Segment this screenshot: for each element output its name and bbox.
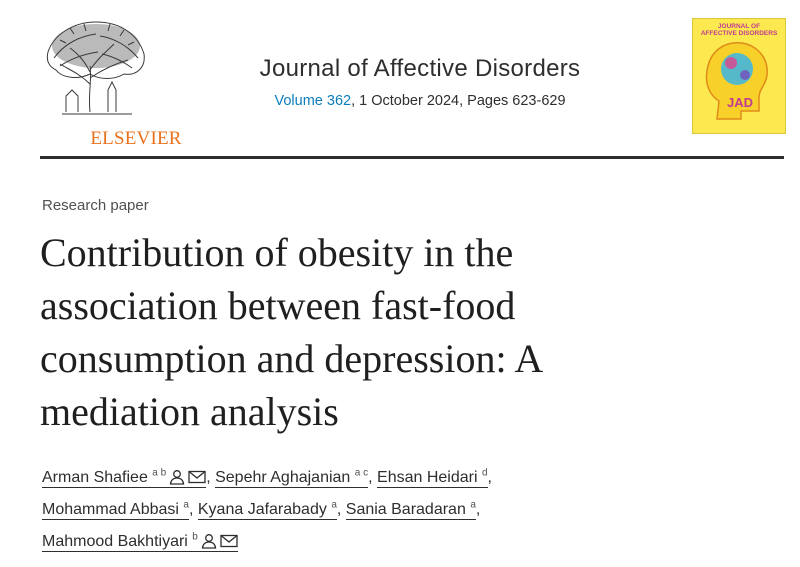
cover-logo: JAD — [727, 95, 753, 110]
elsevier-logo[interactable]: ELSEVIER — [40, 14, 181, 149]
author-affiliation: a c — [354, 467, 369, 479]
issue-line: Volume 362, 1 October 2024, Pages 623-62… — [180, 93, 660, 109]
author-affiliation: d — [481, 467, 488, 479]
volume-link[interactable]: Volume 362 — [274, 93, 352, 109]
title-line: consumption and depression: A — [40, 336, 544, 381]
author-name: Mahmood Bakhtiyari — [42, 533, 188, 550]
author-link[interactable]: Sania Baradaran a — [345, 499, 476, 520]
issue-details: , 1 October 2024, Pages 623-629 — [351, 93, 566, 109]
article-type: Research paper — [42, 197, 149, 214]
author-name: Arman Shafiee — [42, 469, 148, 486]
author-affiliation: a b — [152, 467, 167, 479]
author-link[interactable]: Mohammad Abbasi a — [42, 499, 189, 520]
author-name: Kyana Jafarabady — [197, 501, 327, 518]
email-icon[interactable] — [188, 469, 206, 485]
author-link[interactable]: Kyana Jafarabady a — [197, 499, 337, 520]
author-name: Sepehr Aghajanian — [215, 469, 351, 486]
head-silhouette-icon: JAD — [705, 42, 768, 120]
article-title: Contribution of obesity in the associati… — [40, 226, 740, 438]
author-link[interactable]: Ehsan Heidari d — [377, 467, 488, 488]
cover-title: JOURNAL OF AFFECTIVE DISORDERS — [693, 23, 785, 37]
author-list: Arman Shafiee a b, Sepehr Aghajanian a c… — [42, 467, 492, 552]
author-link[interactable]: Arman Shafiee a b — [42, 467, 207, 488]
author-affiliation: a — [331, 499, 337, 511]
journal-cover-image[interactable]: JOURNAL OF AFFECTIVE DISORDERS JAD — [692, 18, 786, 134]
tree-illustration-icon — [46, 21, 145, 115]
journal-title-link[interactable]: Journal of Affective Disorders — [259, 55, 581, 82]
author-link[interactable]: Sepehr Aghajanian a c — [215, 467, 369, 488]
cover-title-line: AFFECTIVE DISORDERS — [700, 30, 778, 37]
author-name: Sania Baradaran — [345, 501, 466, 518]
email-icon[interactable] — [220, 533, 238, 549]
title-line: mediation analysis — [40, 389, 339, 434]
author-affiliation: a — [183, 499, 189, 511]
publisher-name: ELSEVIER — [90, 128, 182, 149]
journal-info: Journal of Affective Disorders Volume 36… — [180, 55, 660, 109]
header-divider — [40, 156, 784, 159]
title-line: association between fast-food — [40, 283, 516, 328]
person-icon[interactable] — [201, 533, 217, 549]
author-affiliation: a — [470, 499, 476, 511]
person-icon[interactable] — [169, 469, 185, 485]
cover-title-line: JOURNAL OF — [717, 23, 761, 30]
author-affiliation: b — [192, 531, 198, 543]
title-line: Contribution of obesity in the — [40, 230, 514, 275]
author-name: Ehsan Heidari — [377, 469, 478, 486]
author-name: Mohammad Abbasi — [42, 501, 179, 518]
author-link[interactable]: Mahmood Bakhtiyari b — [42, 531, 238, 552]
